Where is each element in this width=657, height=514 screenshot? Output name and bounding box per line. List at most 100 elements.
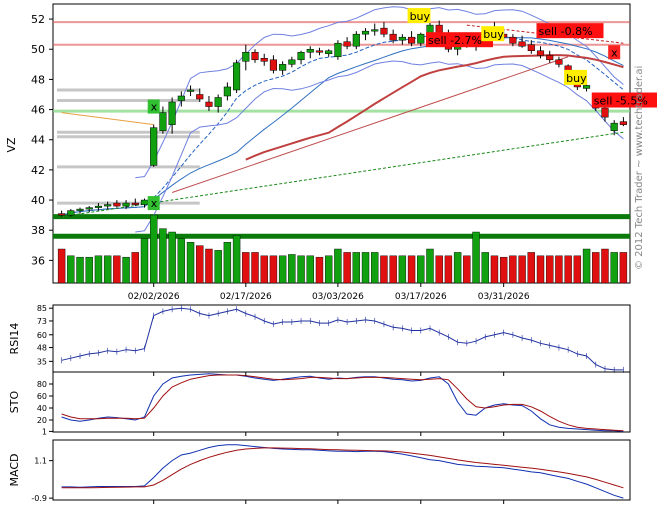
volume-bar bbox=[564, 255, 572, 284]
signal-badge bbox=[536, 23, 604, 39]
volume-bar bbox=[352, 252, 361, 284]
price-tick-label: 40 bbox=[31, 194, 45, 207]
volume-bar bbox=[472, 231, 480, 284]
volume-bar bbox=[371, 252, 379, 284]
candle-body bbox=[380, 27, 388, 35]
sto-frame bbox=[52, 371, 631, 433]
signal-label: sell -2.7% bbox=[428, 34, 482, 47]
volume-bar bbox=[85, 256, 93, 284]
rsi-axis-label: RSI14 bbox=[8, 323, 21, 355]
volume-bar bbox=[481, 252, 489, 284]
volume-bar bbox=[103, 255, 112, 284]
candle-body bbox=[288, 59, 296, 65]
candle-body bbox=[76, 208, 84, 211]
price-frame bbox=[52, 3, 631, 284]
volume-bar bbox=[223, 241, 232, 284]
candle-body bbox=[315, 50, 324, 53]
volume-bar bbox=[288, 254, 296, 284]
sto-tick-label: 20 bbox=[37, 416, 47, 425]
volume-bar bbox=[407, 255, 416, 284]
candle-body bbox=[85, 207, 93, 210]
candle-body bbox=[527, 44, 535, 52]
candle-body bbox=[94, 205, 103, 208]
candle-body bbox=[343, 41, 351, 47]
candle-body bbox=[242, 52, 250, 62]
volume-bar bbox=[463, 255, 471, 284]
volume-bar bbox=[205, 248, 213, 284]
candle-body bbox=[398, 36, 406, 41]
volume-bar bbox=[186, 241, 195, 284]
price-tick-label: 50 bbox=[31, 43, 45, 56]
candle-body bbox=[205, 101, 213, 107]
macd-series-line bbox=[61, 444, 624, 499]
candle-body bbox=[122, 202, 130, 207]
volume-bar bbox=[398, 255, 407, 284]
candle-body bbox=[233, 62, 241, 91]
volume-bar bbox=[159, 228, 167, 284]
date-axis: 02/02/2026 02/17/2026 03/03/2026 03/17/2026… bbox=[128, 283, 530, 504]
candle-body bbox=[555, 59, 563, 65]
candle-body bbox=[297, 52, 305, 61]
volume-bar bbox=[610, 252, 618, 284]
volume-bar bbox=[380, 255, 388, 284]
candle-body bbox=[325, 50, 333, 55]
sto-tick-label: 80 bbox=[37, 380, 47, 389]
volume-bar bbox=[306, 255, 314, 284]
volume-bar bbox=[242, 252, 250, 284]
sto-tick-label: 1 bbox=[42, 427, 47, 436]
volume-bar bbox=[122, 256, 130, 284]
signal-badge bbox=[608, 45, 621, 60]
signal-badge bbox=[481, 26, 505, 42]
candle-body bbox=[168, 101, 176, 125]
candle-body bbox=[140, 199, 149, 205]
rsi-tick-label: 60 bbox=[37, 331, 47, 340]
candle-body bbox=[251, 52, 259, 61]
candle-body bbox=[150, 127, 158, 166]
candle-body bbox=[223, 86, 231, 97]
candle-body bbox=[536, 50, 545, 56]
volume-bar bbox=[582, 248, 591, 284]
trend-line bbox=[171, 56, 569, 193]
rsi-frame bbox=[52, 304, 631, 373]
candle-body bbox=[306, 48, 314, 53]
signal-label: buy bbox=[483, 28, 504, 41]
sto-axis-label: STO bbox=[8, 390, 21, 413]
volume-bar bbox=[334, 248, 342, 284]
sto-series-line bbox=[61, 373, 624, 432]
volume-bar bbox=[140, 238, 149, 284]
volume-bar bbox=[67, 255, 75, 284]
volume-bar bbox=[619, 252, 628, 284]
candle-body bbox=[371, 29, 379, 32]
date-tick-label: 03/03/2026 bbox=[312, 292, 364, 302]
rsi-panel: 35 48 60 73 85 RSI14 bbox=[8, 304, 631, 373]
signal-badge bbox=[147, 99, 160, 114]
candle-body bbox=[104, 204, 112, 207]
candle-body bbox=[58, 213, 66, 216]
volume-bar bbox=[601, 248, 609, 284]
volume-bar bbox=[592, 252, 600, 284]
signal-label: x bbox=[151, 101, 158, 114]
rsi-series-line bbox=[61, 307, 624, 371]
rsi-tick-label: 85 bbox=[37, 304, 47, 313]
candle-body bbox=[159, 112, 167, 131]
candle-body bbox=[334, 42, 342, 58]
sto-tick-label: 40 bbox=[37, 404, 47, 413]
candle-body bbox=[186, 89, 195, 92]
volume-bar bbox=[389, 255, 397, 284]
sto-panel: 1 20 40 60 80 STO bbox=[8, 371, 631, 436]
date-tick-label: 02/17/2026 bbox=[220, 292, 272, 302]
volume-bar bbox=[297, 255, 305, 284]
watermark-text: © 2012 Tech Trader ~ www.techtrader.ai bbox=[634, 66, 645, 270]
candle-body bbox=[546, 55, 554, 61]
macd-tick-label: -0.9 bbox=[31, 494, 47, 503]
signal-label: buy bbox=[566, 72, 587, 85]
macd-tick-label: 1.1 bbox=[34, 457, 47, 466]
rsi-tick-label: 35 bbox=[37, 357, 47, 366]
signal-label: buy bbox=[410, 10, 431, 23]
volume-bar bbox=[76, 256, 84, 284]
candle-body bbox=[260, 58, 268, 62]
volume-bar bbox=[251, 252, 259, 284]
date-tick-label: 03/31/2026 bbox=[478, 292, 530, 302]
